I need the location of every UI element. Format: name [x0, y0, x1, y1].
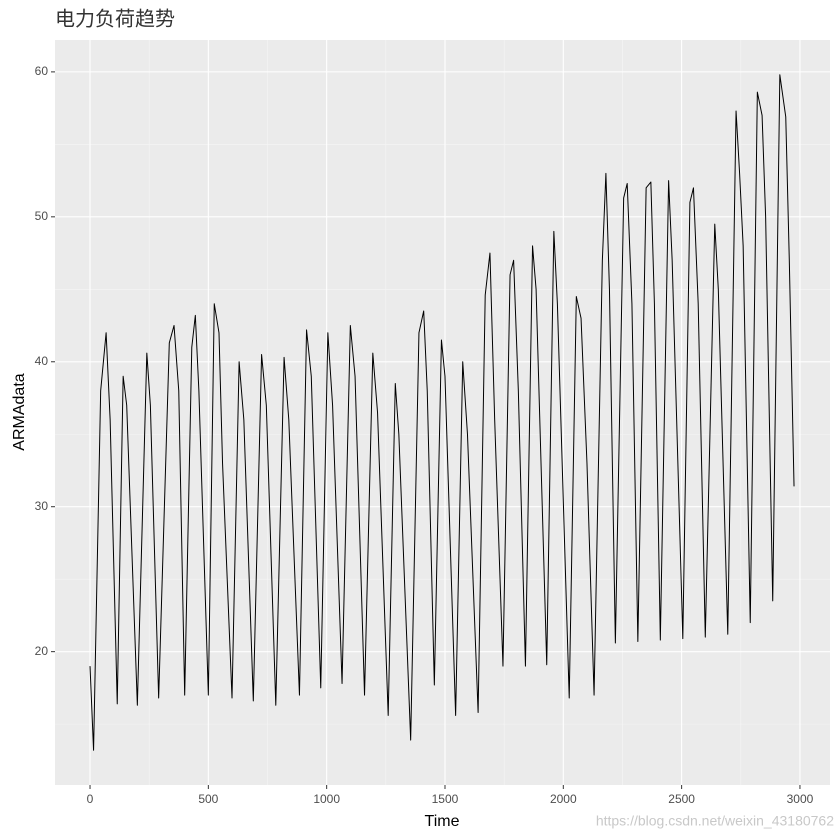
y-tick-label: 50 [35, 209, 49, 223]
marks [89, 74, 795, 751]
y-tick-label: 60 [35, 64, 49, 78]
x-axis-title: Time [425, 813, 460, 830]
y-tick-label: 40 [35, 354, 49, 368]
x-tick-label: 1500 [432, 792, 459, 806]
panel [55, 40, 830, 785]
data-line [89, 74, 795, 751]
x-tick-label: 0 [87, 792, 94, 806]
x-tick-label: 500 [198, 792, 218, 806]
y-axis-title: ARMAdata [11, 373, 28, 450]
y-tick-label: 30 [35, 499, 49, 513]
x-tick-label: 2500 [668, 792, 695, 806]
watermark: https://blog.csdn.net/weixin_43180762 [596, 813, 834, 829]
x-tick-label: 2000 [550, 792, 577, 806]
chart-title: 电力负荷趋势 [55, 7, 175, 30]
x-tick-label: 3000 [787, 792, 814, 806]
x-tick-label: 1000 [313, 792, 340, 806]
y-tick-label: 20 [35, 644, 49, 658]
